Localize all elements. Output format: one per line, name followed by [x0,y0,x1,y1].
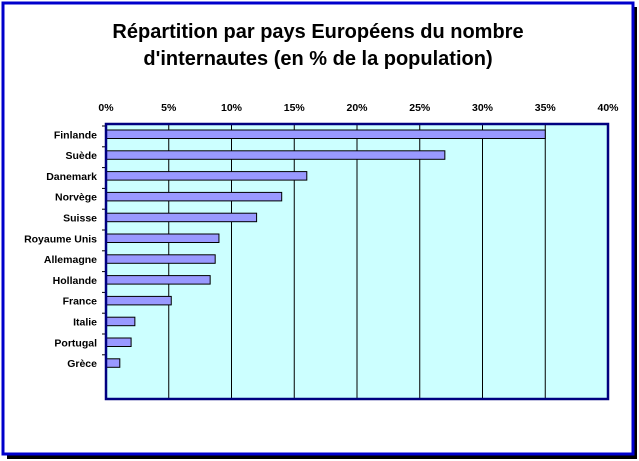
x-tick-label: 40% [597,102,619,114]
category-labels: Finlande Suède Danemark Norvège Suisse Royaum… [24,129,97,370]
x-tick-label: 15% [284,102,306,114]
x-tick-label: 5% [161,102,177,114]
bar [105,295,172,306]
category-label: Allemagne [44,254,97,266]
gridlines [168,124,546,399]
category-label: Royaume Unis [24,233,97,245]
x-tick-label: 35% [535,102,557,114]
x-tick-label: 30% [472,102,494,114]
plot-border [104,122,610,401]
bar [105,150,446,160]
chart-title-line-2: d'internautes (en % de la population) [143,48,492,70]
category-label: Danemark [46,171,97,183]
category-label: Portugal [54,337,97,349]
bar [105,171,308,181]
x-tick-label: 25% [409,102,431,114]
bar [105,191,283,202]
bar [105,337,132,347]
x-tick-label: 20% [346,102,368,114]
category-label: France [63,296,98,308]
x-tick-label: 0% [98,102,114,114]
bar [105,275,211,285]
category-label: Suède [65,150,97,162]
category-label: Suisse [63,212,97,224]
bar [105,358,121,368]
bar [105,212,258,223]
x-axis-tick-labels: 0% 5% 10% 15% 20% 25% 30% 35% 40% [98,102,619,114]
chart-title-line-1: Répartition par pays Européens du nombre [112,21,523,43]
category-label: Hollande [53,275,97,287]
x-tick-label: 10% [221,102,243,114]
bar [105,316,136,327]
category-label: Italie [73,316,97,328]
bar [105,254,216,264]
category-label: Finlande [54,129,97,141]
category-label: Grèce [67,358,97,370]
category-label: Norvège [55,192,97,204]
bar [105,129,546,139]
bar [105,233,220,243]
